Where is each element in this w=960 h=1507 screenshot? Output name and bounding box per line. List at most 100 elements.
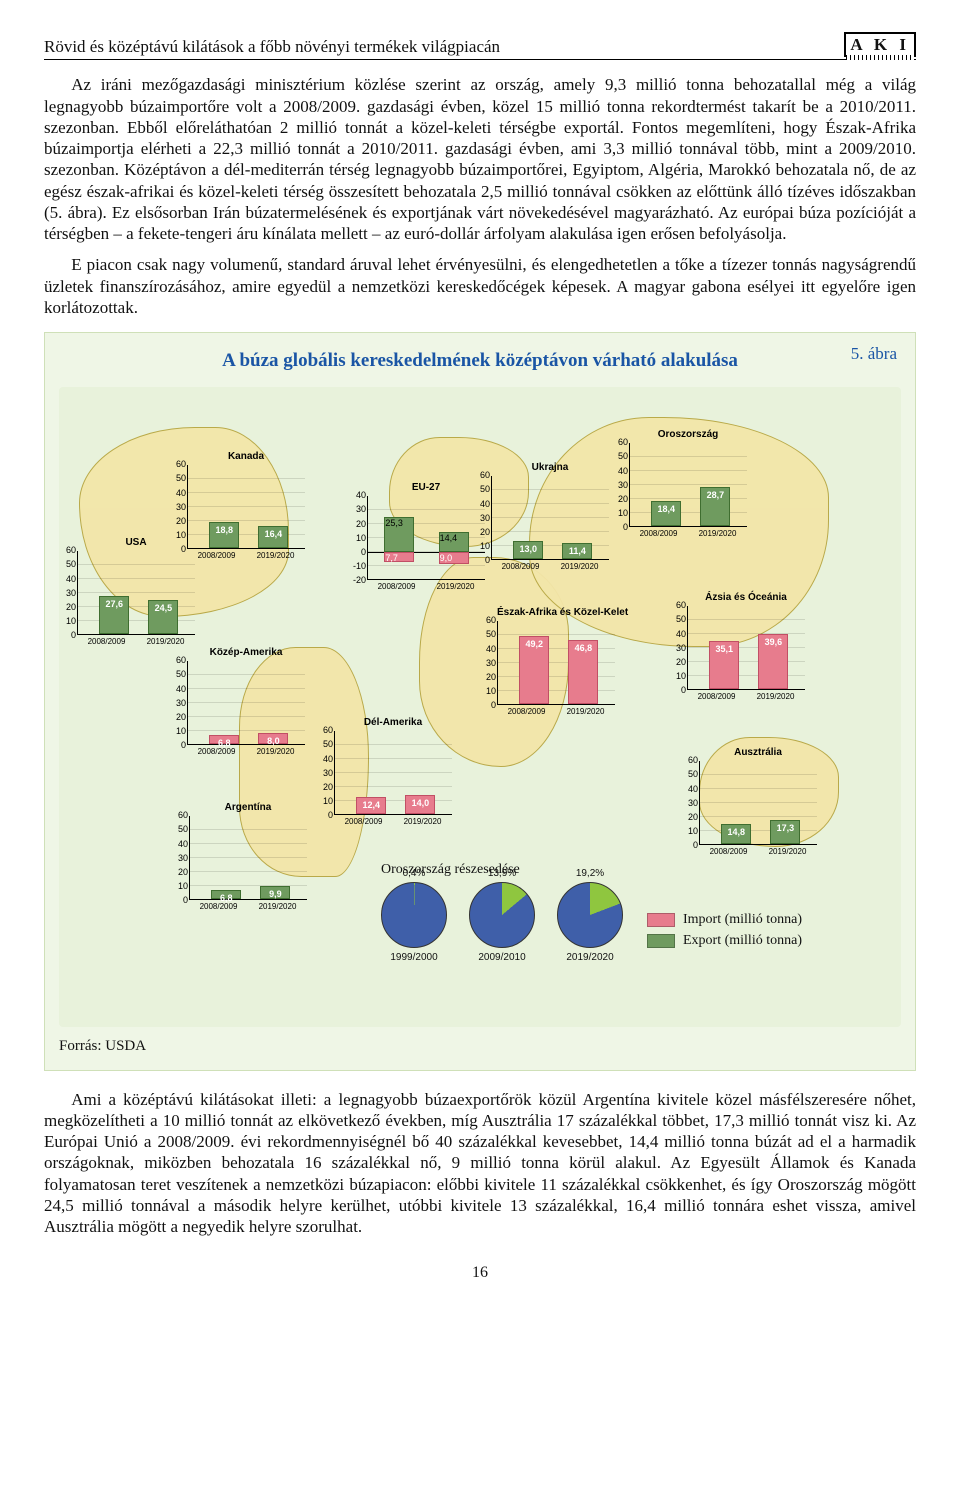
paragraph-1: Az iráni mezőgazdasági minisztérium közl… — [44, 74, 916, 244]
bar-2008: 6,8 — [211, 890, 241, 899]
bar-2008: 12,4 — [356, 797, 386, 814]
y-ticks: 403020100-10-20 — [350, 490, 366, 586]
mini-chart-centam: Közép-Amerika60504030201006,88,02008/200… — [187, 647, 305, 758]
pie-disc: 19,2% — [557, 882, 623, 948]
pie-pct: 13,9% — [470, 868, 534, 881]
bar-2019: 39,6 — [758, 634, 788, 689]
bar-2008: 18,8 — [209, 522, 239, 548]
figure-5: 5. ábra A búza globális kereskedelmének … — [44, 332, 916, 1071]
mini-title: Argentína — [189, 802, 307, 815]
page-header: Rövid és középtávú kilátások a főbb növé… — [44, 32, 916, 60]
mini-title: Észak-Afrika és Közel-Kelet — [497, 607, 615, 620]
x-labels: 2008/20092019/2020 — [334, 817, 452, 827]
legend-import-label: Import (millió tonna) — [683, 911, 802, 929]
figure-source: Forrás: USDA — [59, 1037, 901, 1056]
mini-plot: 605040302010049,246,8 — [497, 621, 615, 705]
bar-2019: 17,3 — [770, 820, 800, 844]
legend-import: Import (millió tonna) — [647, 911, 802, 929]
x-labels: 2008/20092019/2020 — [497, 707, 615, 717]
y-ticks: 6050403020100 — [480, 615, 496, 711]
x-labels: 2008/20092019/2020 — [491, 562, 609, 572]
pie-x: 2009/2010 — [469, 952, 535, 965]
bar-2008: 6,8 — [209, 735, 239, 744]
mini-title: Oroszország — [629, 429, 747, 442]
mini-title: Kanada — [187, 451, 305, 464]
pie-pct: 0,4% — [382, 868, 446, 881]
legend-swatch-import — [647, 913, 675, 927]
mini-plot: 605040302010013,011,4 — [491, 476, 609, 560]
y-ticks: 6050403020100 — [170, 655, 186, 751]
x-labels: 2008/20092019/2020 — [687, 692, 805, 702]
paragraph-3: Ami a középtávú kilátásokat illeti: a le… — [44, 1089, 916, 1238]
page-number: 16 — [44, 1263, 916, 1283]
mini-plot: 605040302010014,817,3 — [699, 761, 817, 845]
mini-plot: 605040302010018,816,4 — [187, 465, 305, 549]
mini-chart-ukraine: Ukrajna605040302010013,011,4 2008/2009201… — [491, 462, 609, 573]
mini-chart-asiaoc: Ázsia és Óceánia605040302010035,139,6 200… — [687, 592, 805, 703]
mini-chart-southam: Dél-Amerika605040302010012,414,02008/200… — [334, 717, 452, 828]
mini-chart-eu: EU-27403020100-10-2025,37,714,49,02008/2… — [367, 482, 485, 593]
y-ticks: 6050403020100 — [172, 810, 188, 906]
bar-2019: 28,7 — [700, 487, 730, 527]
mini-plot: 60504030201006,89,9 — [189, 816, 307, 900]
figure-number: 5. ábra — [851, 343, 897, 364]
pie-x: 1999/2000 — [381, 952, 447, 965]
pie-pct: 19,2% — [558, 868, 622, 881]
bar-2019: 46,8 — [568, 640, 598, 705]
pie-x: 2019/2020 — [557, 952, 623, 965]
bar-2019: 9,9 — [260, 886, 290, 900]
mini-plot: 403020100-10-2025,37,714,49,0 — [367, 496, 485, 580]
mini-plot: 60504030201006,88,0 — [187, 661, 305, 745]
bar-2008: 13,0 — [513, 541, 543, 559]
pie-disc: 13,9% — [469, 882, 535, 948]
mini-chart-australia: Ausztrália605040302010014,817,32008/2009… — [699, 747, 817, 858]
y-ticks: 6050403020100 — [612, 437, 628, 533]
pie-0: 0,4% 1999/2000 — [381, 882, 447, 965]
legend-export: Export (millió tonna) — [647, 932, 802, 950]
pie-1: 13,9% 2009/2010 — [469, 882, 535, 965]
running-title: Rövid és középtávú kilátások a főbb növé… — [44, 36, 500, 57]
pie-disc: 0,4% — [381, 882, 447, 948]
mini-plot: 605040302010035,139,6 — [687, 606, 805, 690]
mini-plot: 605040302010018,428,7 — [629, 443, 747, 527]
mini-title: Ázsia és Óceánia — [687, 592, 805, 605]
pie-row: 0,4% 1999/2000 13,9% 2009/2010 19,2% 2019/202… — [381, 882, 623, 965]
bar-export-2019: 14,4 — [439, 532, 469, 552]
bar-2019: 8,0 — [258, 733, 288, 744]
x-labels: 2008/20092019/2020 — [189, 902, 307, 912]
mini-title: Ukrajna — [491, 462, 609, 475]
x-labels: 2008/20092019/2020 — [187, 747, 305, 757]
pie-2: 19,2% 2019/2020 — [557, 882, 623, 965]
y-ticks: 6050403020100 — [474, 470, 490, 566]
x-labels: 2008/20092019/2020 — [187, 551, 305, 561]
figure-title: A búza globális kereskedelmének középtáv… — [59, 349, 901, 373]
bar-2008: 14,8 — [721, 824, 751, 844]
mini-plot: 605040302010027,624,5 — [77, 551, 195, 635]
x-labels: 2008/20092019/2020 — [629, 529, 747, 539]
world-map: USA605040302010027,624,52008/20092019/20… — [59, 387, 901, 1027]
x-labels: 2008/20092019/2020 — [367, 582, 485, 592]
y-ticks: 6050403020100 — [670, 600, 686, 696]
paragraph-2: E piacon csak nagy volumenű, standard ár… — [44, 254, 916, 318]
mini-chart-canada: Kanada605040302010018,816,42008/20092019… — [187, 451, 305, 562]
bar-2008: 27,6 — [99, 596, 129, 634]
bar-import-2019: 9,0 — [439, 552, 469, 564]
mini-title: Ausztrália — [699, 747, 817, 760]
bar-2019: 16,4 — [258, 526, 288, 549]
mini-title: Dél-Amerika — [334, 717, 452, 730]
mini-chart-russia: Oroszország605040302010018,428,7 2008/200… — [629, 429, 747, 540]
bar-export-2008: 25,3 — [384, 517, 414, 552]
y-ticks: 6050403020100 — [317, 725, 333, 821]
mini-chart-argentina: Argentína60504030201006,89,92008/2009201… — [189, 802, 307, 913]
legend-export-label: Export (millió tonna) — [683, 932, 802, 950]
bar-2008: 49,2 — [519, 636, 549, 704]
y-ticks: 6050403020100 — [682, 755, 698, 851]
mini-chart-nafrme: Észak-Afrika és Közel-Kelet6050403020100… — [497, 607, 615, 718]
bar-2019: 14,0 — [405, 795, 435, 814]
legend-swatch-export — [647, 934, 675, 948]
mini-plot: 605040302010012,414,0 — [334, 731, 452, 815]
mini-title: Közép-Amerika — [187, 647, 305, 660]
y-ticks: 6050403020100 — [60, 545, 76, 641]
bar-2019: 24,5 — [148, 600, 178, 634]
x-labels: 2008/20092019/2020 — [77, 637, 195, 647]
